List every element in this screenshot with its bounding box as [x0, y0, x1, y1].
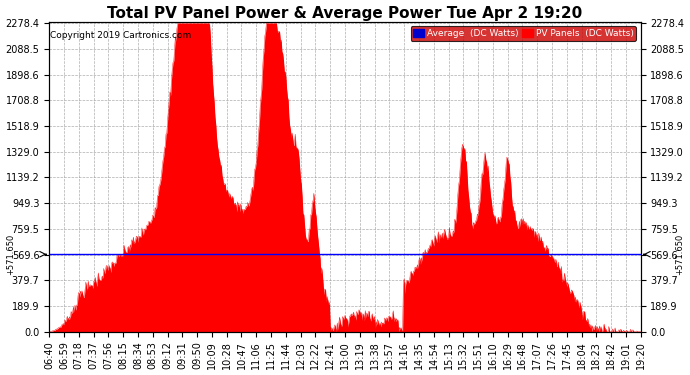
- Legend: Average  (DC Watts), PV Panels  (DC Watts): Average (DC Watts), PV Panels (DC Watts): [411, 26, 636, 40]
- Text: +571.650: +571.650: [6, 234, 15, 275]
- Text: Copyright 2019 Cartronics.com: Copyright 2019 Cartronics.com: [50, 31, 192, 40]
- Title: Total PV Panel Power & Average Power Tue Apr 2 19:20: Total PV Panel Power & Average Power Tue…: [108, 6, 582, 21]
- Text: +571.650: +571.650: [675, 234, 684, 275]
